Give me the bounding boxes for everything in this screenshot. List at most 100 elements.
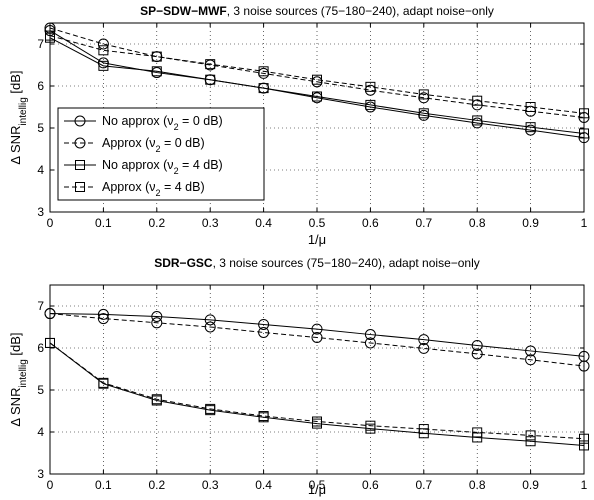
series-4-point: [151, 51, 162, 62]
series-3-point: [98, 60, 109, 71]
x-tick-label: 0: [47, 216, 54, 230]
y-axis-label-sub: intellig: [18, 359, 29, 387]
series-4-point: [525, 102, 536, 112]
series-2-point: [471, 348, 483, 360]
legend-box: [57, 107, 265, 201]
legend-label: No approx (ν2 = 0 dB): [102, 114, 223, 132]
y-axis-label-sub: intellig: [18, 97, 29, 125]
chart-title-bold: SP−SDW−MWF: [140, 4, 227, 18]
legend-label-tail: = 4 dB): [179, 158, 223, 172]
legend-label-sub: 2: [156, 188, 161, 198]
chart-panel-1: 0 0.1 0.2 0.3 0.4 0.5 0.6 0.7 0.8 0.9 1 3 4 5 6 7 SP−SDW…: [8, 4, 590, 247]
series-1-point: [418, 334, 430, 346]
x-tick-label: 0.4: [255, 478, 272, 492]
chart-title-bold: SDR−GSC: [154, 256, 213, 270]
series-4-point: [151, 394, 162, 405]
legend-label-sub: 2: [174, 166, 179, 176]
series-3-point: [418, 108, 429, 119]
series-1: [44, 308, 590, 362]
series-4-point: [579, 433, 589, 444]
series-1-point: [258, 318, 270, 330]
legend-label-main: Approx (ν: [102, 136, 156, 150]
series-2-line: [49, 313, 585, 367]
x-tick-label: 0.8: [469, 216, 486, 230]
series-1-point: [151, 311, 163, 322]
series-4-point: [418, 89, 429, 100]
chart-title: SP−SDW−MWF, 3 noise sources (75−180−240)…: [140, 4, 494, 18]
x-tick-label: 0.3: [202, 478, 219, 492]
series-2-point: [97, 38, 109, 50]
series-2-point: [151, 317, 163, 329]
series-3-point: [472, 115, 483, 126]
series-4-point: [98, 45, 109, 56]
legend-label: No approx (ν2 = 4 dB): [102, 158, 223, 176]
series-4-point: [205, 59, 216, 70]
y-tick-label: 3: [37, 467, 44, 481]
chart-title-rest: , 3 noise sources (75−180−240), adapt no…: [213, 256, 480, 270]
x-tick-label: 0.9: [522, 478, 539, 492]
series-4-point: [205, 403, 216, 414]
chart-title-rest: , 3 noise sources (75−180−240), adapt no…: [227, 4, 494, 18]
y-tick-label: 6: [37, 79, 44, 93]
x-tick-label: 0.1: [95, 478, 112, 492]
y-tick-label: 5: [37, 383, 44, 397]
legend-label-tail: = 0 dB): [179, 114, 223, 128]
series-4-point: [365, 81, 376, 92]
series-3-point: [525, 122, 536, 133]
chart-title: SDR−GSC, 3 noise sources (75−180−240), a…: [154, 256, 480, 270]
x-tick-label: 0.6: [362, 478, 379, 492]
series-4-point: [312, 74, 322, 85]
series-4: [45, 337, 589, 444]
series-4-point: [472, 427, 483, 438]
legend-label-tail: = 4 dB): [161, 180, 205, 194]
y-tick-label: 3: [37, 205, 44, 219]
series-2-point: [204, 321, 216, 333]
series-4-point: [258, 66, 269, 77]
series-1-point: [311, 323, 323, 335]
series-4-point: [98, 377, 109, 388]
x-tick-label: 0.2: [148, 478, 165, 492]
series-3-point: [258, 83, 269, 94]
series-2-point: [44, 308, 56, 320]
legend: No approx (ν2 = 0 dB) Approx (ν 2 = 0 dB) N…: [57, 107, 265, 201]
series-2: [44, 308, 590, 372]
x-tick-label: 0.3: [202, 216, 219, 230]
x-tick-label: 0.4: [255, 216, 272, 230]
y-axis-label: Δ SNRintellig [dB]: [8, 70, 29, 164]
series-3-point: [525, 436, 536, 447]
x-tick-label: 0.5: [309, 478, 326, 492]
legend-label-main: No approx (ν: [102, 158, 174, 172]
series-3-line: [49, 342, 585, 446]
series-4-point: [258, 411, 269, 422]
x-tick-label: 1: [581, 478, 588, 492]
series-3-point: [365, 99, 376, 110]
series-4-point: [312, 416, 322, 427]
series-2-point: [418, 342, 430, 354]
y-tick-label: 4: [37, 425, 44, 439]
series-2-point: [258, 326, 270, 338]
legend-marker: [75, 160, 85, 170]
legend-label: Approx (ν2 = 4 dB): [102, 180, 205, 198]
legend-label-main: No approx (ν: [102, 114, 174, 128]
series-4-point: [579, 108, 589, 119]
series-2-point: [525, 354, 537, 366]
series-2-point: [97, 313, 109, 325]
series-1-line: [49, 313, 585, 357]
series-3-point: [579, 128, 589, 139]
series-4: [45, 30, 589, 119]
y-axis-label-unit: [dB]: [8, 70, 23, 97]
series-3-point: [472, 432, 483, 443]
y-tick-label: 4: [37, 163, 44, 177]
series-3-point: [151, 66, 162, 77]
legend-marker: [75, 182, 85, 192]
x-tick-label: 0.6: [362, 216, 379, 230]
y-tick-label: 6: [37, 341, 44, 355]
series-4-point: [45, 337, 55, 348]
x-tick-label: 0.7: [415, 478, 432, 492]
x-tick-label: 0: [47, 478, 54, 492]
series-1-point: [44, 25, 56, 37]
y-axis-label-unit: [dB]: [8, 332, 23, 359]
series-3-point: [579, 440, 589, 451]
series-3-point: [205, 74, 216, 85]
